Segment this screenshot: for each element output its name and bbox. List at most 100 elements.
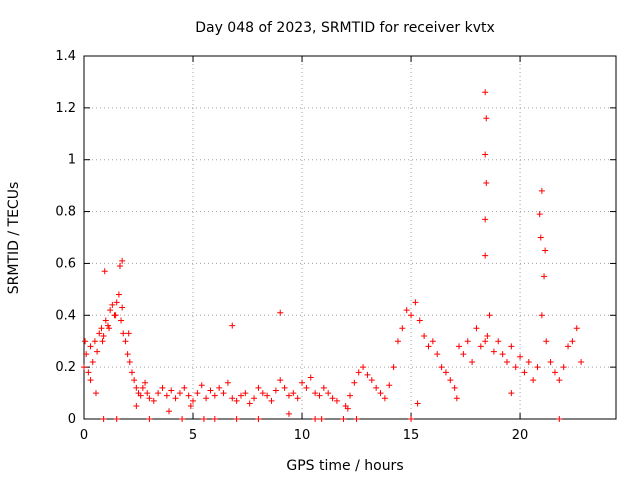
y-tick-label: 0.8 bbox=[55, 205, 76, 220]
data-point bbox=[538, 312, 545, 319]
data-point bbox=[451, 384, 458, 391]
data-point bbox=[560, 364, 567, 371]
data-point bbox=[100, 333, 107, 340]
data-point bbox=[168, 387, 175, 394]
data-point bbox=[179, 416, 186, 422]
data-point bbox=[525, 358, 532, 365]
data-point bbox=[351, 379, 358, 386]
data-point bbox=[483, 115, 490, 122]
data-point bbox=[464, 338, 471, 345]
data-point bbox=[403, 307, 410, 314]
data-point bbox=[303, 384, 310, 391]
y-tick-label: 1.2 bbox=[55, 101, 76, 116]
data-point bbox=[118, 317, 125, 324]
data-point bbox=[187, 403, 194, 410]
data-point bbox=[483, 180, 490, 187]
data-point bbox=[484, 333, 491, 340]
data-point bbox=[200, 416, 207, 422]
data-point bbox=[312, 390, 319, 397]
data-point bbox=[438, 364, 445, 371]
data-point bbox=[172, 395, 179, 402]
data-point bbox=[364, 371, 371, 378]
data-point bbox=[107, 307, 114, 314]
data-point bbox=[394, 338, 401, 345]
data-point bbox=[408, 416, 415, 422]
data-point bbox=[87, 377, 94, 384]
data-point bbox=[91, 338, 98, 345]
data-point bbox=[340, 416, 347, 422]
data-point bbox=[460, 351, 467, 358]
data-point bbox=[242, 390, 249, 397]
data-point bbox=[542, 247, 549, 254]
data-point bbox=[109, 301, 116, 308]
data-point bbox=[101, 268, 108, 275]
data-point bbox=[416, 317, 423, 324]
data-point bbox=[181, 384, 188, 391]
data-point bbox=[329, 395, 336, 402]
data-point bbox=[229, 322, 236, 329]
data-point bbox=[255, 384, 262, 391]
y-axis-label: SRMTID / TECUs bbox=[6, 182, 22, 295]
data-point bbox=[373, 384, 380, 391]
data-point bbox=[159, 384, 166, 391]
data-point bbox=[499, 351, 506, 358]
y-tick-label: 0.2 bbox=[55, 360, 76, 375]
data-point bbox=[264, 392, 271, 399]
data-point bbox=[442, 369, 449, 376]
axis-ticks: 0 0.2 0.4 0.6 0.8 1 1.2 1.4 0 5 10 15 20 bbox=[55, 49, 616, 443]
data-point bbox=[233, 416, 240, 422]
data-point bbox=[482, 252, 489, 259]
data-point bbox=[203, 395, 210, 402]
data-point bbox=[104, 322, 111, 329]
data-point bbox=[347, 392, 353, 399]
data-point bbox=[255, 416, 262, 422]
data-point bbox=[490, 348, 497, 355]
data-point bbox=[469, 358, 476, 365]
data-point bbox=[116, 263, 123, 270]
data-point bbox=[119, 304, 126, 311]
y-tick-label: 0.6 bbox=[55, 256, 76, 271]
data-point bbox=[344, 405, 351, 412]
data-point bbox=[83, 351, 90, 358]
data-point bbox=[573, 325, 580, 332]
data-point bbox=[100, 416, 107, 422]
data-point bbox=[98, 325, 105, 332]
data-point bbox=[166, 408, 173, 415]
x-axis-label: GPS time / hours bbox=[286, 458, 403, 474]
data-point bbox=[139, 384, 146, 391]
data-point bbox=[399, 325, 406, 332]
data-point bbox=[543, 338, 550, 345]
data-point bbox=[325, 390, 332, 397]
data-point bbox=[355, 369, 362, 376]
data-point bbox=[408, 312, 415, 319]
data-point bbox=[318, 416, 325, 422]
data-point bbox=[285, 410, 292, 417]
data-point bbox=[381, 395, 388, 402]
data-point bbox=[194, 390, 201, 397]
data-point bbox=[198, 382, 205, 389]
data-point bbox=[429, 338, 436, 345]
data-point bbox=[229, 395, 236, 402]
data-point bbox=[124, 351, 131, 358]
data-points bbox=[81, 89, 585, 422]
data-point bbox=[246, 400, 253, 407]
data-point bbox=[207, 387, 214, 394]
data-point bbox=[386, 382, 393, 389]
data-point bbox=[290, 390, 297, 397]
x-tick-label: 0 bbox=[80, 428, 88, 443]
chart-title: Day 048 of 2023, SRMTID for receiver kvt… bbox=[195, 20, 495, 36]
data-point bbox=[320, 384, 327, 391]
data-point bbox=[126, 358, 133, 365]
data-point bbox=[99, 338, 106, 345]
data-point bbox=[119, 257, 126, 264]
data-point bbox=[565, 343, 572, 350]
data-point bbox=[360, 364, 367, 371]
data-point bbox=[144, 390, 151, 397]
data-point bbox=[482, 89, 489, 96]
data-point bbox=[81, 364, 87, 371]
data-point bbox=[556, 377, 563, 384]
data-point bbox=[486, 312, 493, 319]
data-point bbox=[268, 397, 275, 404]
data-point bbox=[216, 384, 223, 391]
